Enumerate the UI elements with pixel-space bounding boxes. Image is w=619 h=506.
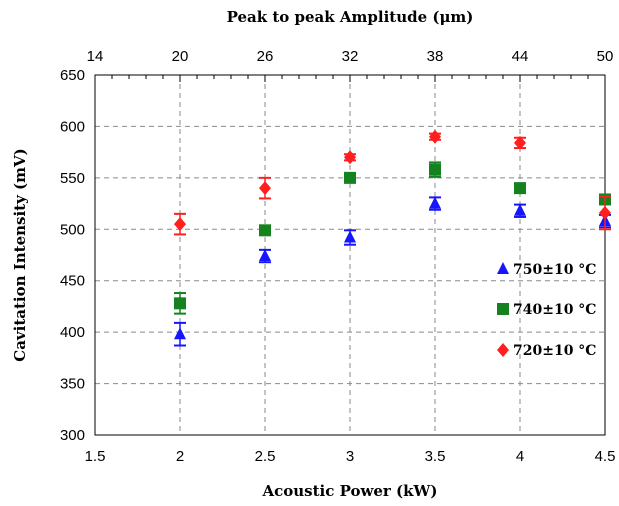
x-tick-label: 2 — [176, 448, 184, 465]
y-tick-label: 400 — [60, 324, 85, 341]
y-axis-tick-labels: 300 350 400 450 500 550 600 650 — [60, 67, 85, 444]
legend-marker-square — [497, 303, 509, 315]
top-axis-tick-labels: 14 20 26 32 38 44 50 — [87, 48, 614, 65]
legend-item: 740±10 °C — [497, 302, 596, 318]
legend: 750±10 °C 740±10 °C 720±10 °C — [497, 262, 596, 359]
data-point-diamond — [514, 135, 526, 150]
data-point-diamond — [429, 129, 441, 144]
x-tick-label: 3 — [346, 448, 354, 465]
data-point-square — [429, 163, 441, 176]
y-tick-label: 600 — [60, 118, 85, 135]
x-axis-title: Acoustic Power (kW) — [261, 482, 437, 500]
data-point-diamond — [174, 217, 186, 232]
y-tick-label: 350 — [60, 376, 85, 393]
legend-item: 720±10 °C — [497, 343, 596, 359]
data-point-diamond — [599, 205, 611, 220]
data-point-triangle — [429, 196, 441, 209]
x-axis-tick-labels: 1.5 2 2.5 3 3.5 4 4.5 — [85, 448, 616, 465]
top-axis-tick-label: 50 — [597, 48, 614, 65]
series-diamond — [174, 129, 611, 236]
top-axis-tick-label: 44 — [512, 48, 529, 65]
data-point-diamond — [259, 181, 271, 196]
y-axis-title: Cavitation Intensity (mV) — [11, 148, 29, 362]
data-point-square — [174, 297, 186, 310]
top-axis-title: Peak to peak Amplitude (μm) — [227, 8, 474, 26]
legend-marker-diamond — [497, 343, 509, 357]
top-axis-tick-label: 26 — [257, 48, 274, 65]
data-point-triangle — [514, 203, 526, 216]
data-series — [174, 129, 611, 347]
legend-label: 740±10 °C — [513, 302, 596, 318]
legend-marker-triangle — [497, 262, 509, 274]
top-axis-tick-label: 14 — [87, 48, 104, 65]
x-tick-label: 4 — [516, 448, 524, 465]
data-point-triangle — [344, 230, 356, 243]
x-tick-label: 3.5 — [425, 448, 446, 465]
top-axis-tick-label: 38 — [427, 48, 444, 65]
y-tick-label: 450 — [60, 273, 85, 290]
data-point-triangle — [174, 327, 186, 340]
x-tick-label: 4.5 — [595, 448, 616, 465]
data-point-triangle — [259, 249, 271, 262]
y-tick-label: 550 — [60, 170, 85, 187]
data-point-square — [259, 224, 271, 237]
y-tick-label: 300 — [60, 427, 85, 444]
grid-lines — [95, 75, 605, 435]
top-axis-tick-label: 20 — [172, 48, 189, 65]
legend-label: 750±10 °C — [513, 262, 596, 278]
top-axis-tick-label: 32 — [342, 48, 359, 65]
y-tick-label: 650 — [60, 67, 85, 84]
top-axis-minor-ticks — [94, 75, 606, 82]
legend-label: 720±10 °C — [513, 343, 596, 359]
legend-item: 750±10 °C — [497, 262, 596, 278]
y-tick-label: 500 — [60, 221, 85, 238]
x-tick-label: 2.5 — [255, 448, 276, 465]
data-point-square — [344, 171, 356, 184]
data-point-square — [514, 182, 526, 195]
series-square — [174, 161, 611, 315]
data-point-diamond — [344, 150, 356, 165]
x-tick-label: 1.5 — [85, 448, 106, 465]
